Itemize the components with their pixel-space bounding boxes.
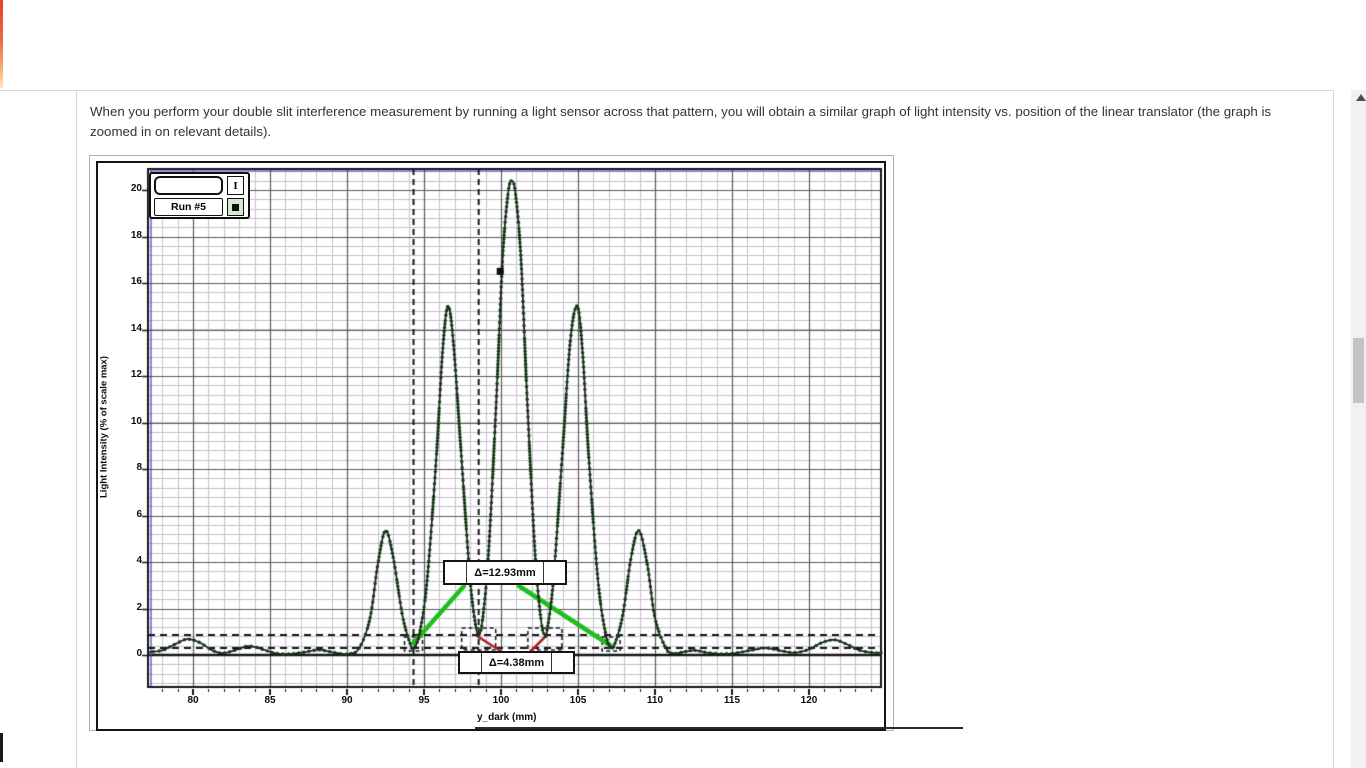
- y-tick-label: 10: [130, 415, 142, 427]
- delta-box-right-cell: [543, 562, 565, 583]
- page-scrollbar-thumb[interactable]: [1353, 338, 1364, 403]
- run-marker-icon: [232, 203, 239, 211]
- left-accent-strip: [0, 0, 3, 88]
- x-tick-label: 110: [646, 695, 664, 706]
- y-tick-label: 18: [130, 229, 142, 241]
- y-tick-label: 12: [130, 369, 142, 380]
- delta-annotation-dark-spacing: Δ=4.38mm: [458, 651, 575, 674]
- graph-plot-frame: I Run #5 Δ=12.93mm Δ=4.38mm: [96, 161, 886, 731]
- x-tick-label: 85: [264, 695, 276, 706]
- legend-cursor-tool-icon: I: [227, 176, 244, 195]
- page-scrollbar-track[interactable]: [1351, 90, 1366, 768]
- panel-top-border: [0, 90, 1334, 91]
- legend-input-box: [154, 176, 223, 195]
- delta-dark-label: Δ=4.38mm: [488, 656, 545, 669]
- x-tick-label: 105: [569, 695, 587, 706]
- graph-bottom-rule: [475, 727, 963, 729]
- x-tick-label: 80: [187, 695, 199, 706]
- y-tick-label: 20: [130, 183, 142, 194]
- delta-box-left-cell: [445, 562, 467, 583]
- x-tick-label: 100: [492, 695, 510, 706]
- y-tick-label: 4: [136, 555, 142, 566]
- y-tick-label: 6: [136, 508, 142, 520]
- x-axis-title: y_dark (mm): [477, 712, 537, 723]
- y-tick-label: 0: [136, 648, 142, 659]
- bottom-left-accent-strip: [0, 733, 3, 762]
- interference-plot-canvas: [98, 163, 884, 729]
- legend-run-label: Run #5: [154, 198, 223, 216]
- delta-fringe-label: Δ=12.93mm: [474, 566, 536, 579]
- x-tick-label: 120: [800, 695, 818, 706]
- y-axis-title: Light Intensity (% of scale max): [98, 356, 110, 498]
- y-tick-label: 2: [136, 601, 142, 613]
- legend-box: I Run #5: [149, 172, 250, 219]
- delta-annotation-fringe: Δ=12.93mm: [443, 560, 567, 585]
- x-tick-label: 115: [723, 695, 741, 706]
- legend-marker-swatch: [227, 198, 244, 216]
- panel-right-border: [1333, 90, 1334, 768]
- y-tick-label: 8: [136, 462, 142, 473]
- x-tick-label: 95: [418, 695, 430, 706]
- delta-box-right-cell: [551, 653, 573, 672]
- scrollbar-up-arrow-icon[interactable]: [1356, 94, 1366, 101]
- y-tick-label: 14: [130, 322, 142, 334]
- x-tick-label: 90: [341, 695, 353, 706]
- graph-panel: I Run #5 Δ=12.93mm Δ=4.38mm: [89, 155, 894, 731]
- instruction-text: When you perform your double slit interf…: [90, 104, 1272, 139]
- panel-left-border: [76, 90, 77, 768]
- delta-box-left-cell: [460, 653, 482, 672]
- y-tick-label: 16: [130, 276, 142, 287]
